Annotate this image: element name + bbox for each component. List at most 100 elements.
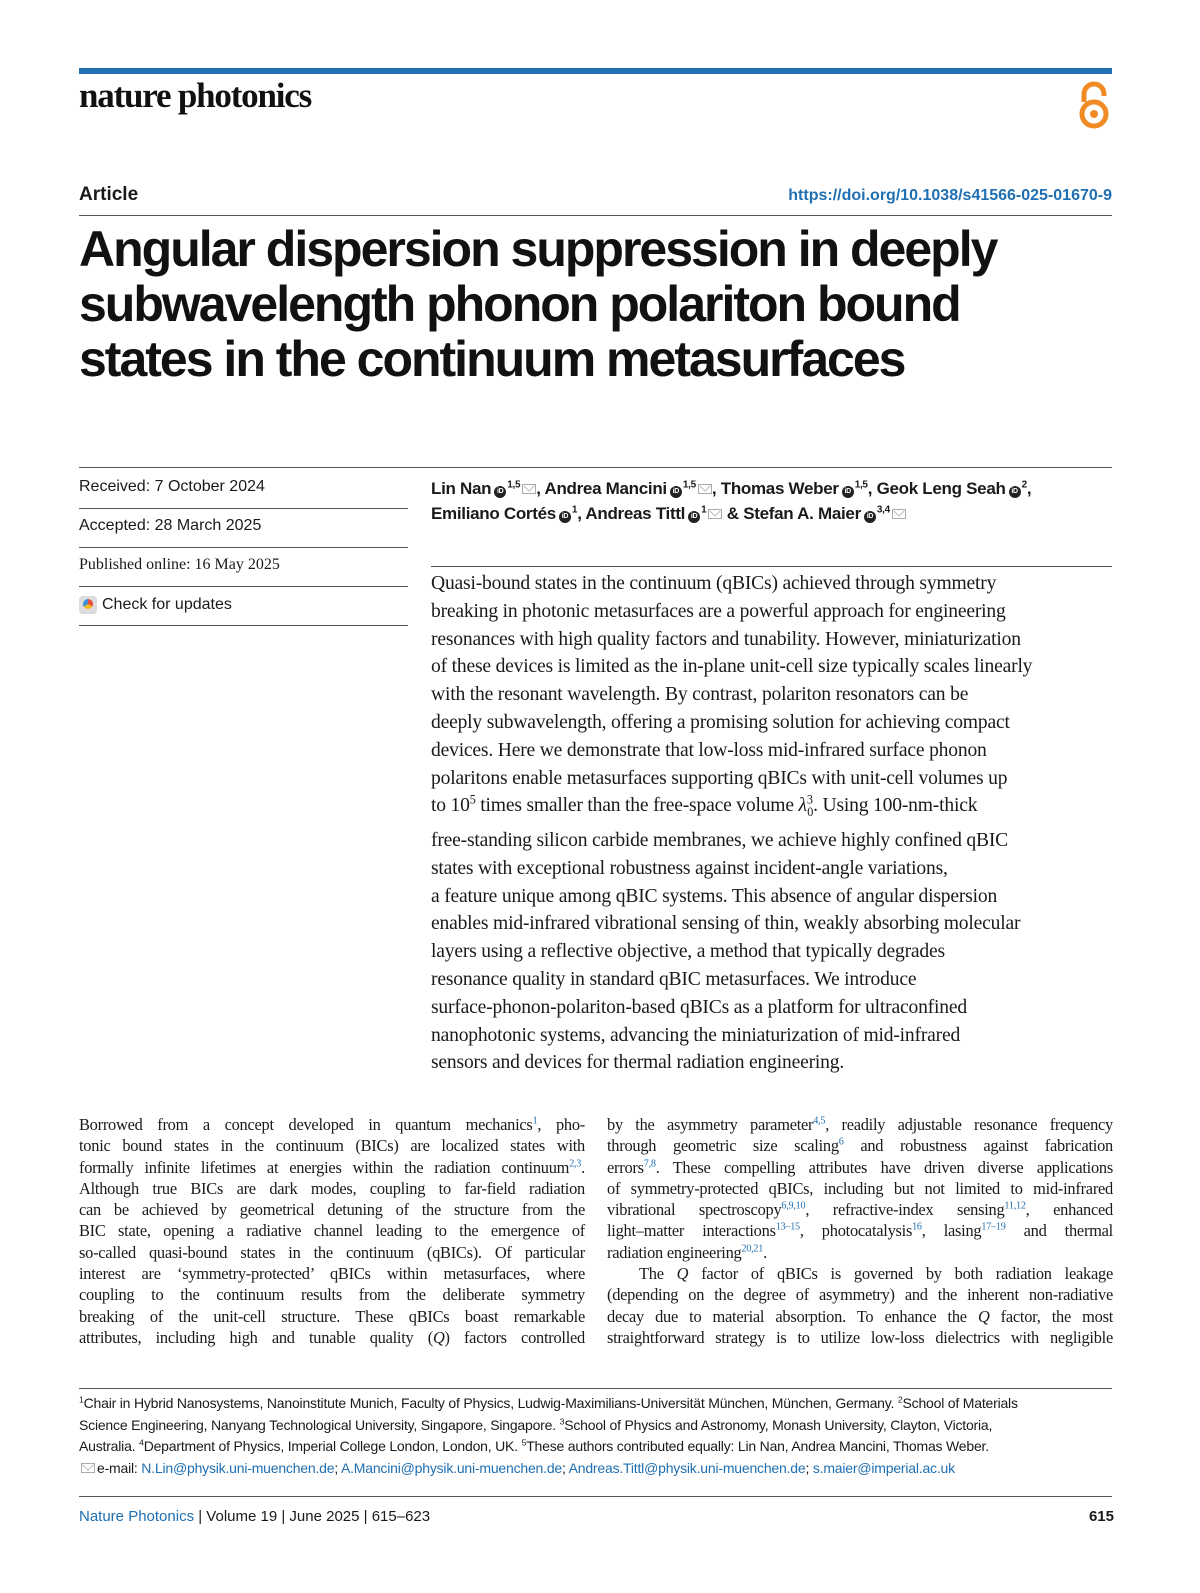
divider [79,547,408,548]
text-line: attributes, including high and tunable q… [79,1327,585,1348]
reference-link[interactable]: 1 [532,1115,538,1127]
email-link[interactable]: Andreas.Tittl@physik.uni-muenchen.de [568,1459,806,1476]
text: , readily adjustable resonance frequency [825,1115,1113,1134]
orcid-icon[interactable]: iD [863,511,876,523]
italic-text: λ [798,795,808,817]
reference-link[interactable]: 16 [912,1222,922,1234]
author-name: Stefan A. Maier [743,504,861,523]
text: ; [334,1459,341,1476]
text: attributes, including high and tunable q… [79,1327,433,1347]
text-line: vibrational spectroscopy6,9,10, refracti… [607,1199,1113,1220]
divider [79,508,408,509]
mail-icon [81,1462,95,1473]
check-updates-label: Check for updates [102,596,232,613]
text: states with exceptional robustness again… [431,857,948,879]
footer-journal: Nature Photonics [79,1508,195,1525]
text: . These compelling attributes have drive… [655,1157,1114,1177]
abstract: Quasi-bound states in the continuum (qBI… [431,570,1121,1077]
text: ; [805,1459,813,1476]
text: of these devices is limited as the in-pl… [431,656,1033,678]
text: through geometric size scaling [607,1136,839,1156]
text: . [763,1242,767,1262]
text-line: can be achieved by geometrical detuning … [79,1199,585,1220]
text-line: a feature unique among qBIC systems. Thi… [431,883,1121,911]
author[interactable]: Thomas Weber iD1,5 [721,479,868,498]
author[interactable]: Lin Nan iD1,5 [431,479,537,498]
text: Borrowed from a concept developed in qua… [79,1115,533,1134]
author-name: Lin Nan [431,479,492,498]
orcid-icon[interactable]: iD [558,511,571,523]
text-line: formally infinite lifetimes at energies … [79,1157,585,1178]
author-name: Thomas Weber [720,479,839,498]
author[interactable]: Andreas Tittl iD1 [585,504,723,523]
check-for-updates-button[interactable]: Check for updates [79,596,232,614]
title-line: states in the continuum metasurfaces [79,331,906,387]
author[interactable]: Geok Leng Seah iD2 [877,479,1027,498]
author-name: Andrea Mancini [544,479,667,498]
author-affiliation: 1 [701,504,707,516]
divider [79,467,1112,468]
text: a feature unique among qBIC systems. Thi… [431,885,998,907]
reference-link[interactable]: 6 [838,1136,844,1148]
orcid-icon[interactable]: iD [688,511,701,523]
divider [79,215,1112,216]
email-link[interactable]: s.maier@imperial.ac.uk [812,1459,955,1476]
text-line: to 105 times smaller than the free-space… [431,792,1121,827]
mail-icon[interactable] [697,484,712,494]
text: of symmetry-protected qBICs, including b… [607,1178,1113,1198]
reference-link[interactable]: 7,8 [643,1158,656,1170]
text-line: Australia. 4Department of Physics, Imper… [79,1436,1119,1458]
text-line: enables mid-infrared vibrational sensing… [431,910,1121,938]
text: errors [607,1157,644,1177]
text-line: deeply subwavelength, offering a promisi… [431,709,1121,737]
superscript: 2 [897,1394,903,1405]
text: so-called quasi-bound states in the cont… [79,1242,585,1262]
reference-link[interactable]: 17–19 [981,1222,1006,1234]
text-line: 1Chair in Hybrid Nanosystems, Nanoinstit… [79,1393,1119,1415]
text: Chair in Hybrid Nanosystems, Nanoinstitu… [83,1395,898,1411]
text: interest are ‘symmetry-protected’ qBICs … [79,1264,585,1284]
orcid-icon[interactable]: iD [841,486,854,498]
text: These authors contributed equally: Lin N… [526,1438,989,1454]
text-line: decay due to material absorption. To enh… [607,1306,1113,1327]
email-link[interactable]: A.Mancini@physik.uni-muenchen.de [340,1459,563,1476]
text: e-mail: [97,1459,142,1476]
mail-icon[interactable] [708,509,723,519]
orcid-icon[interactable]: iD [669,486,682,498]
doi-link[interactable]: https://doi.org/10.1038/s41566-025-01670… [788,187,1112,204]
text: times smaller than the free-space volume [475,795,799,817]
text: and thermal [1005,1221,1114,1241]
reference-link[interactable]: 20,21 [741,1243,764,1255]
author-affiliation: 1 [571,504,578,516]
author-affiliation: 2 [1021,479,1028,491]
text: Although true BICs are dark modes, coupl… [79,1178,585,1198]
author-name: Emiliano Cortés [431,504,556,523]
mail-icon[interactable] [522,484,537,494]
text: with the resonant wavelength. By contras… [431,684,969,706]
email-link[interactable]: N.Lin@physik.uni-muenchen.de [141,1459,335,1476]
reference-link[interactable]: 11,12 [1004,1200,1026,1212]
mail-icon[interactable] [891,509,906,519]
text-line: of symmetry-protected qBICs, including b… [607,1178,1113,1199]
text: breaking of the unit-cell structure. The… [79,1306,585,1326]
text-line: Borrowed from a concept developed in qua… [79,1114,585,1135]
text: Australia. [79,1438,140,1454]
reference-link[interactable]: 2,3 [569,1158,582,1170]
author[interactable]: Andrea Mancini iD1,5 [544,479,712,498]
author[interactable]: Stefan A. Maier iD3,4 [743,504,906,523]
reference-link[interactable]: 6,9,10 [781,1200,806,1212]
text-line: surface-phonon-polariton-based qBICs as … [431,994,1121,1022]
text-line: free-standing silicon carbide membranes,… [431,827,1121,855]
author[interactable]: Emiliano Cortés iD1 [431,504,578,523]
reference-link[interactable]: 4,5 [813,1115,826,1127]
orcid-icon[interactable]: iD [494,486,507,498]
text-line: breaking of the unit-cell structure. The… [79,1306,585,1327]
text-line: with the resonant wavelength. By contras… [431,681,1121,709]
received-date: Received: 7 October 2024 [79,478,265,495]
text: to 10 [431,795,470,817]
reference-link[interactable]: 13–15 [775,1222,800,1234]
orcid-icon[interactable]: iD [1008,486,1021,498]
journal-logo: nature photonics [79,76,312,115]
text: breaking in photonic metasurfaces are a … [431,600,1006,622]
text-line: so-called quasi-bound states in the cont… [79,1242,585,1263]
